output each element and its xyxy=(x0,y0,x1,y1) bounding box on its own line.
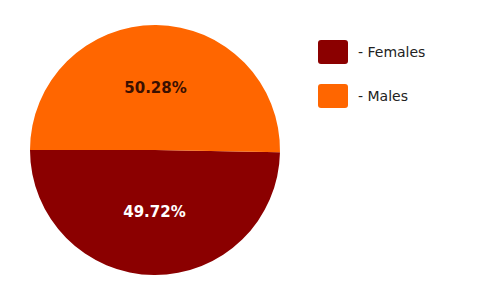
data-labels: 49.72% 50.28% xyxy=(123,79,187,222)
data-label: 49.72% xyxy=(123,203,185,221)
legend-swatch xyxy=(318,40,348,64)
pie-slice xyxy=(30,25,280,152)
data-label: 50.28% xyxy=(124,79,186,97)
chart: 49.72% 50.28% - Females - Males xyxy=(0,0,500,300)
slices xyxy=(30,25,280,275)
legend: - Females - Males xyxy=(318,40,425,108)
pie-slice xyxy=(30,150,280,275)
legend-swatch xyxy=(318,84,348,108)
legend-label: - Females xyxy=(358,44,425,60)
legend-label: - Males xyxy=(358,88,408,104)
